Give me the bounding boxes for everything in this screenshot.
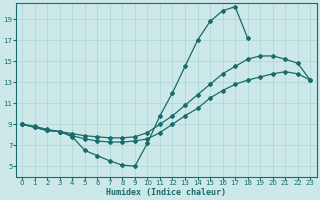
X-axis label: Humidex (Indice chaleur): Humidex (Indice chaleur) (106, 188, 226, 197)
